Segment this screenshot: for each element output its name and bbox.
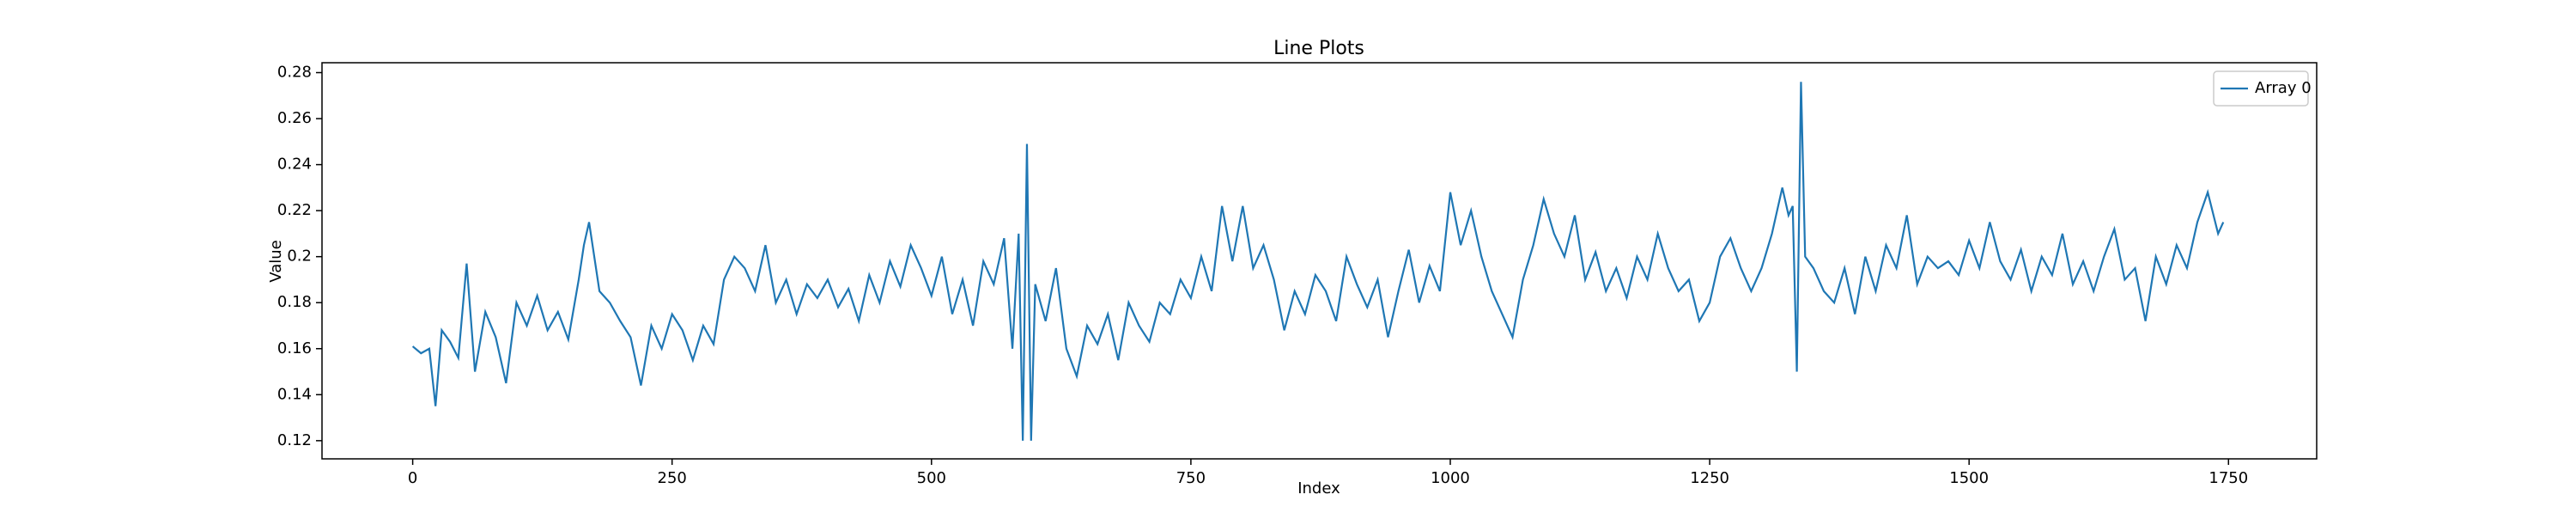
x-tick-label: 250 [658,469,687,487]
y-tick-label: 0.22 [277,201,312,219]
line-series [411,82,2225,441]
y-tick-label: 0.28 [277,64,312,82]
chart-title: Line Plots [1273,38,1364,59]
y-tick-label: 0.18 [277,293,312,311]
x-tick-label: 0 [408,469,417,487]
y-tick-label: 0.14 [277,385,312,403]
x-tick-label: 750 [1176,469,1206,487]
y-tick-label: 0.24 [277,156,312,174]
y-tick-label: 0.16 [277,339,312,357]
x-tick-label: 1750 [2208,469,2248,487]
y-tick-label: 0.2 [287,247,312,266]
plot-frame [321,62,2318,460]
y-tick-label: 0.12 [277,431,312,449]
y-axis-label: Value [267,240,285,282]
x-tick-label: 1500 [1949,469,1989,487]
legend-frame [2213,70,2309,107]
legend-label: Array 0 [2255,79,2312,97]
y-tick-label: 0.26 [277,109,312,127]
x-tick-label: 500 [917,469,946,487]
x-axis-label: Index [1297,479,1340,498]
x-tick-label: 1250 [1690,469,1729,487]
x-tick-label: 1000 [1431,469,1470,487]
